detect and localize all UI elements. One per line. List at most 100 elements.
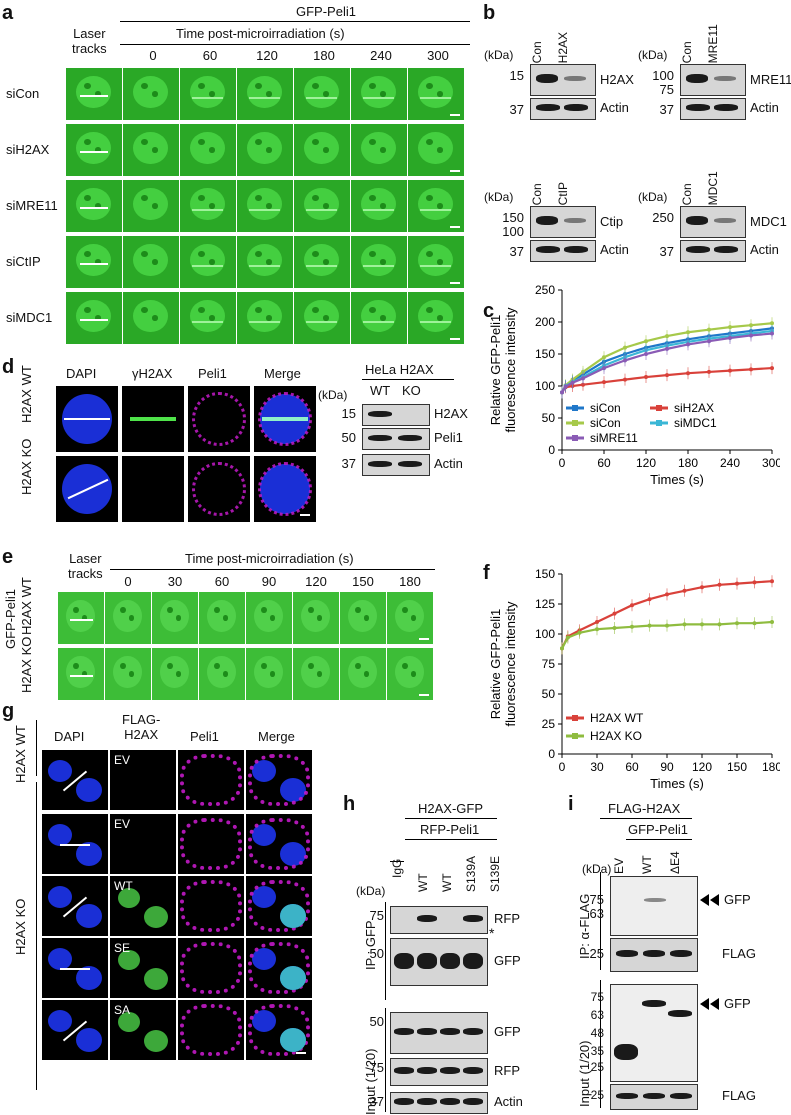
time-lapse-image [123,124,179,176]
y-tick-label: 200 [535,315,555,329]
y-tick-label: 50 [542,687,556,701]
legend-marker [572,435,578,441]
nucleus [254,600,283,632]
data-point [630,603,634,607]
data-point [728,325,732,329]
lane-label: WT [640,855,654,874]
panel-d-lane-wt: WT [370,383,390,398]
nucleus [133,188,168,220]
nucleolus [270,615,275,620]
nucleus [76,1028,102,1052]
fluorescence-image [122,386,184,452]
fluorescence-image [246,1000,312,1060]
nucleolus [261,663,267,670]
nucleus [247,300,282,332]
laser-track-line [70,675,93,677]
fluorescence-image [178,1000,244,1060]
time-lapse-image [237,180,293,232]
nucleolus [355,663,361,670]
legend-marker [656,405,662,411]
band [670,950,692,957]
data-point [770,366,774,370]
target-label: GFP [494,953,521,968]
nucleolus [73,607,79,614]
damage-track [192,265,223,267]
data-point [613,626,617,630]
nucleus [76,244,111,276]
fluorescence-image: EV [110,750,176,810]
panel-d-kda: (kDa) [318,388,347,402]
scale-bar [296,1052,306,1054]
nucleolus [402,607,408,614]
time-label: 120 [304,574,328,589]
band [440,1028,460,1035]
fluorescence-image [56,386,118,452]
damage-track [363,321,394,323]
laser-track-line [80,319,108,321]
panel-a-laser-tracks: Laser tracks [72,26,107,56]
laser-track-image [66,180,122,232]
time-lapse-image [294,292,350,344]
data-point [718,583,722,587]
data-point [707,339,711,343]
x-tick-label: 0 [559,760,566,774]
marker-label: 37 [502,244,524,259]
band [714,104,738,111]
data-point [595,627,599,631]
nucleus [304,132,339,164]
band [394,1067,414,1074]
band [536,104,560,111]
data-point [665,624,669,628]
blot-strip [610,984,698,1082]
nucleolus [152,91,158,96]
marker-label: 100 [502,224,524,239]
panel-e-construct: GFP-Peli1 [3,589,18,649]
panel-h-asterisk: * [489,925,494,941]
nucleolus [261,607,267,614]
row-tag: EV [114,817,130,831]
target-label: Ctip [600,214,623,229]
legend-label: H2AX WT [590,711,644,725]
x-axis-label: Times (s) [650,776,704,791]
time-lapse-image [387,592,433,644]
band [463,953,483,969]
marker-label: 35 [584,1044,604,1058]
data-point [623,358,627,362]
data-point [707,370,711,374]
nucleolus [364,671,369,676]
band [564,218,586,223]
band [394,1098,414,1105]
time-lapse-image [105,648,151,700]
marker-label: 25 [584,1060,604,1074]
nucleus [190,132,225,164]
time-lapse-image [351,180,407,232]
panel-h-kda: (kDa) [356,884,385,898]
data-point [718,622,722,626]
y-tick-label: 250 [535,283,555,297]
marker-label: 250 [652,210,674,225]
time-lapse-image [293,592,339,644]
x-tick-label: 0 [559,456,566,470]
nucleus [348,600,377,632]
nucleolus [152,203,158,208]
panel-i-kda: (kDa) [582,862,611,876]
target-label: Actin [750,242,779,257]
row-tag: SA [114,1003,130,1017]
data-point [770,332,774,336]
nucleus [418,132,453,164]
nucleus [304,244,339,276]
nucleus [361,132,396,164]
legend-marker [656,420,662,426]
data-point [683,622,687,626]
time-lapse-image [105,592,151,644]
legend-marker [572,405,578,411]
peli1-signal [192,392,246,446]
nucleus [418,244,453,276]
time-lapse-image [340,592,386,644]
nucleus [48,824,72,846]
time-lapse-image [246,592,292,644]
target-label: H2AX [600,72,634,87]
damage-track [192,209,223,211]
panel-e-letter: e [2,546,13,569]
nucleus [48,760,72,782]
